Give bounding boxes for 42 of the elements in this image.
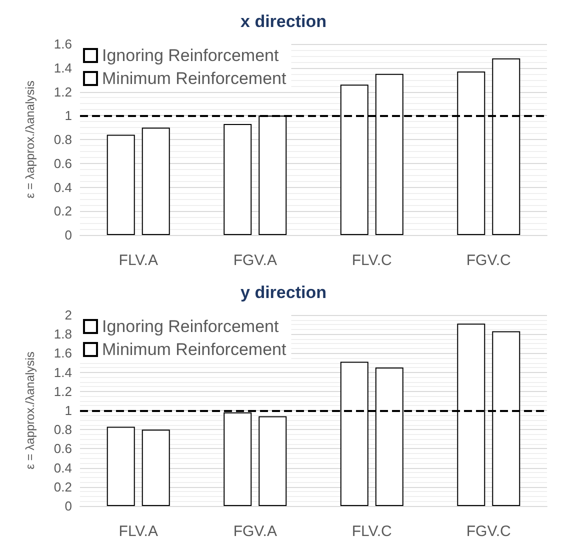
bar — [224, 124, 252, 235]
x-tick-label: FLV.A — [118, 523, 158, 540]
y-tick-label: 0.4 — [54, 460, 72, 476]
y-tick-label: 0.8 — [54, 422, 72, 438]
y-tick-label: 0 — [64, 498, 72, 514]
y-tick-label: 0.4 — [54, 180, 72, 195]
bar — [142, 430, 170, 506]
chart-title: y direction — [240, 283, 326, 302]
y-tick-label: 1.6 — [54, 346, 72, 361]
x-tick-label: FGV.C — [466, 252, 512, 269]
y-tick-label: 1.4 — [54, 60, 72, 76]
bar — [258, 416, 287, 506]
y-tick-label: 0.6 — [54, 441, 72, 456]
bar — [106, 426, 135, 506]
x-tick-label: FLV.C — [352, 252, 392, 269]
y-tick-label: 1.6 — [54, 36, 72, 52]
legend-label: Ignoring Reinforcement — [102, 46, 279, 65]
chart-title: x direction — [240, 12, 326, 31]
y-tick-label: 1.4 — [54, 364, 72, 380]
bar — [106, 134, 135, 235]
y-axis-title: ε = λapprox./λanalysis — [23, 80, 37, 198]
y-tick-label: 1 — [64, 403, 72, 418]
y-tick-label: 1.2 — [54, 384, 72, 399]
y-tick-label: 1 — [64, 108, 72, 124]
x-tick-label: FLV.C — [352, 523, 392, 540]
legend-label: Minimum Reinforcement — [102, 340, 286, 359]
y-tick-label: 0.2 — [54, 479, 72, 494]
y-tick-label: 1.2 — [54, 84, 72, 100]
y-tick-label: 0.2 — [54, 204, 72, 219]
legend-label: Minimum Reinforcement — [102, 69, 286, 88]
y-tick-label: 0.6 — [54, 156, 72, 171]
x-tick-label: FGV.C — [466, 523, 512, 540]
x-tick-label: FGV.A — [233, 252, 277, 269]
y-tick-label: 2 — [64, 308, 72, 322]
y-tick-label: 0 — [64, 228, 72, 242]
legend-label: Ignoring Reinforcement — [102, 317, 279, 336]
bar — [142, 128, 170, 235]
x-tick-label: FLV.A — [118, 252, 158, 269]
y-axis-title: ε = λapprox./λanalysis — [23, 352, 37, 470]
y-tick-label: 1.8 — [54, 326, 72, 342]
x-tick-label: FGV.A — [233, 523, 277, 540]
y-tick-label: 0.8 — [54, 132, 72, 147]
